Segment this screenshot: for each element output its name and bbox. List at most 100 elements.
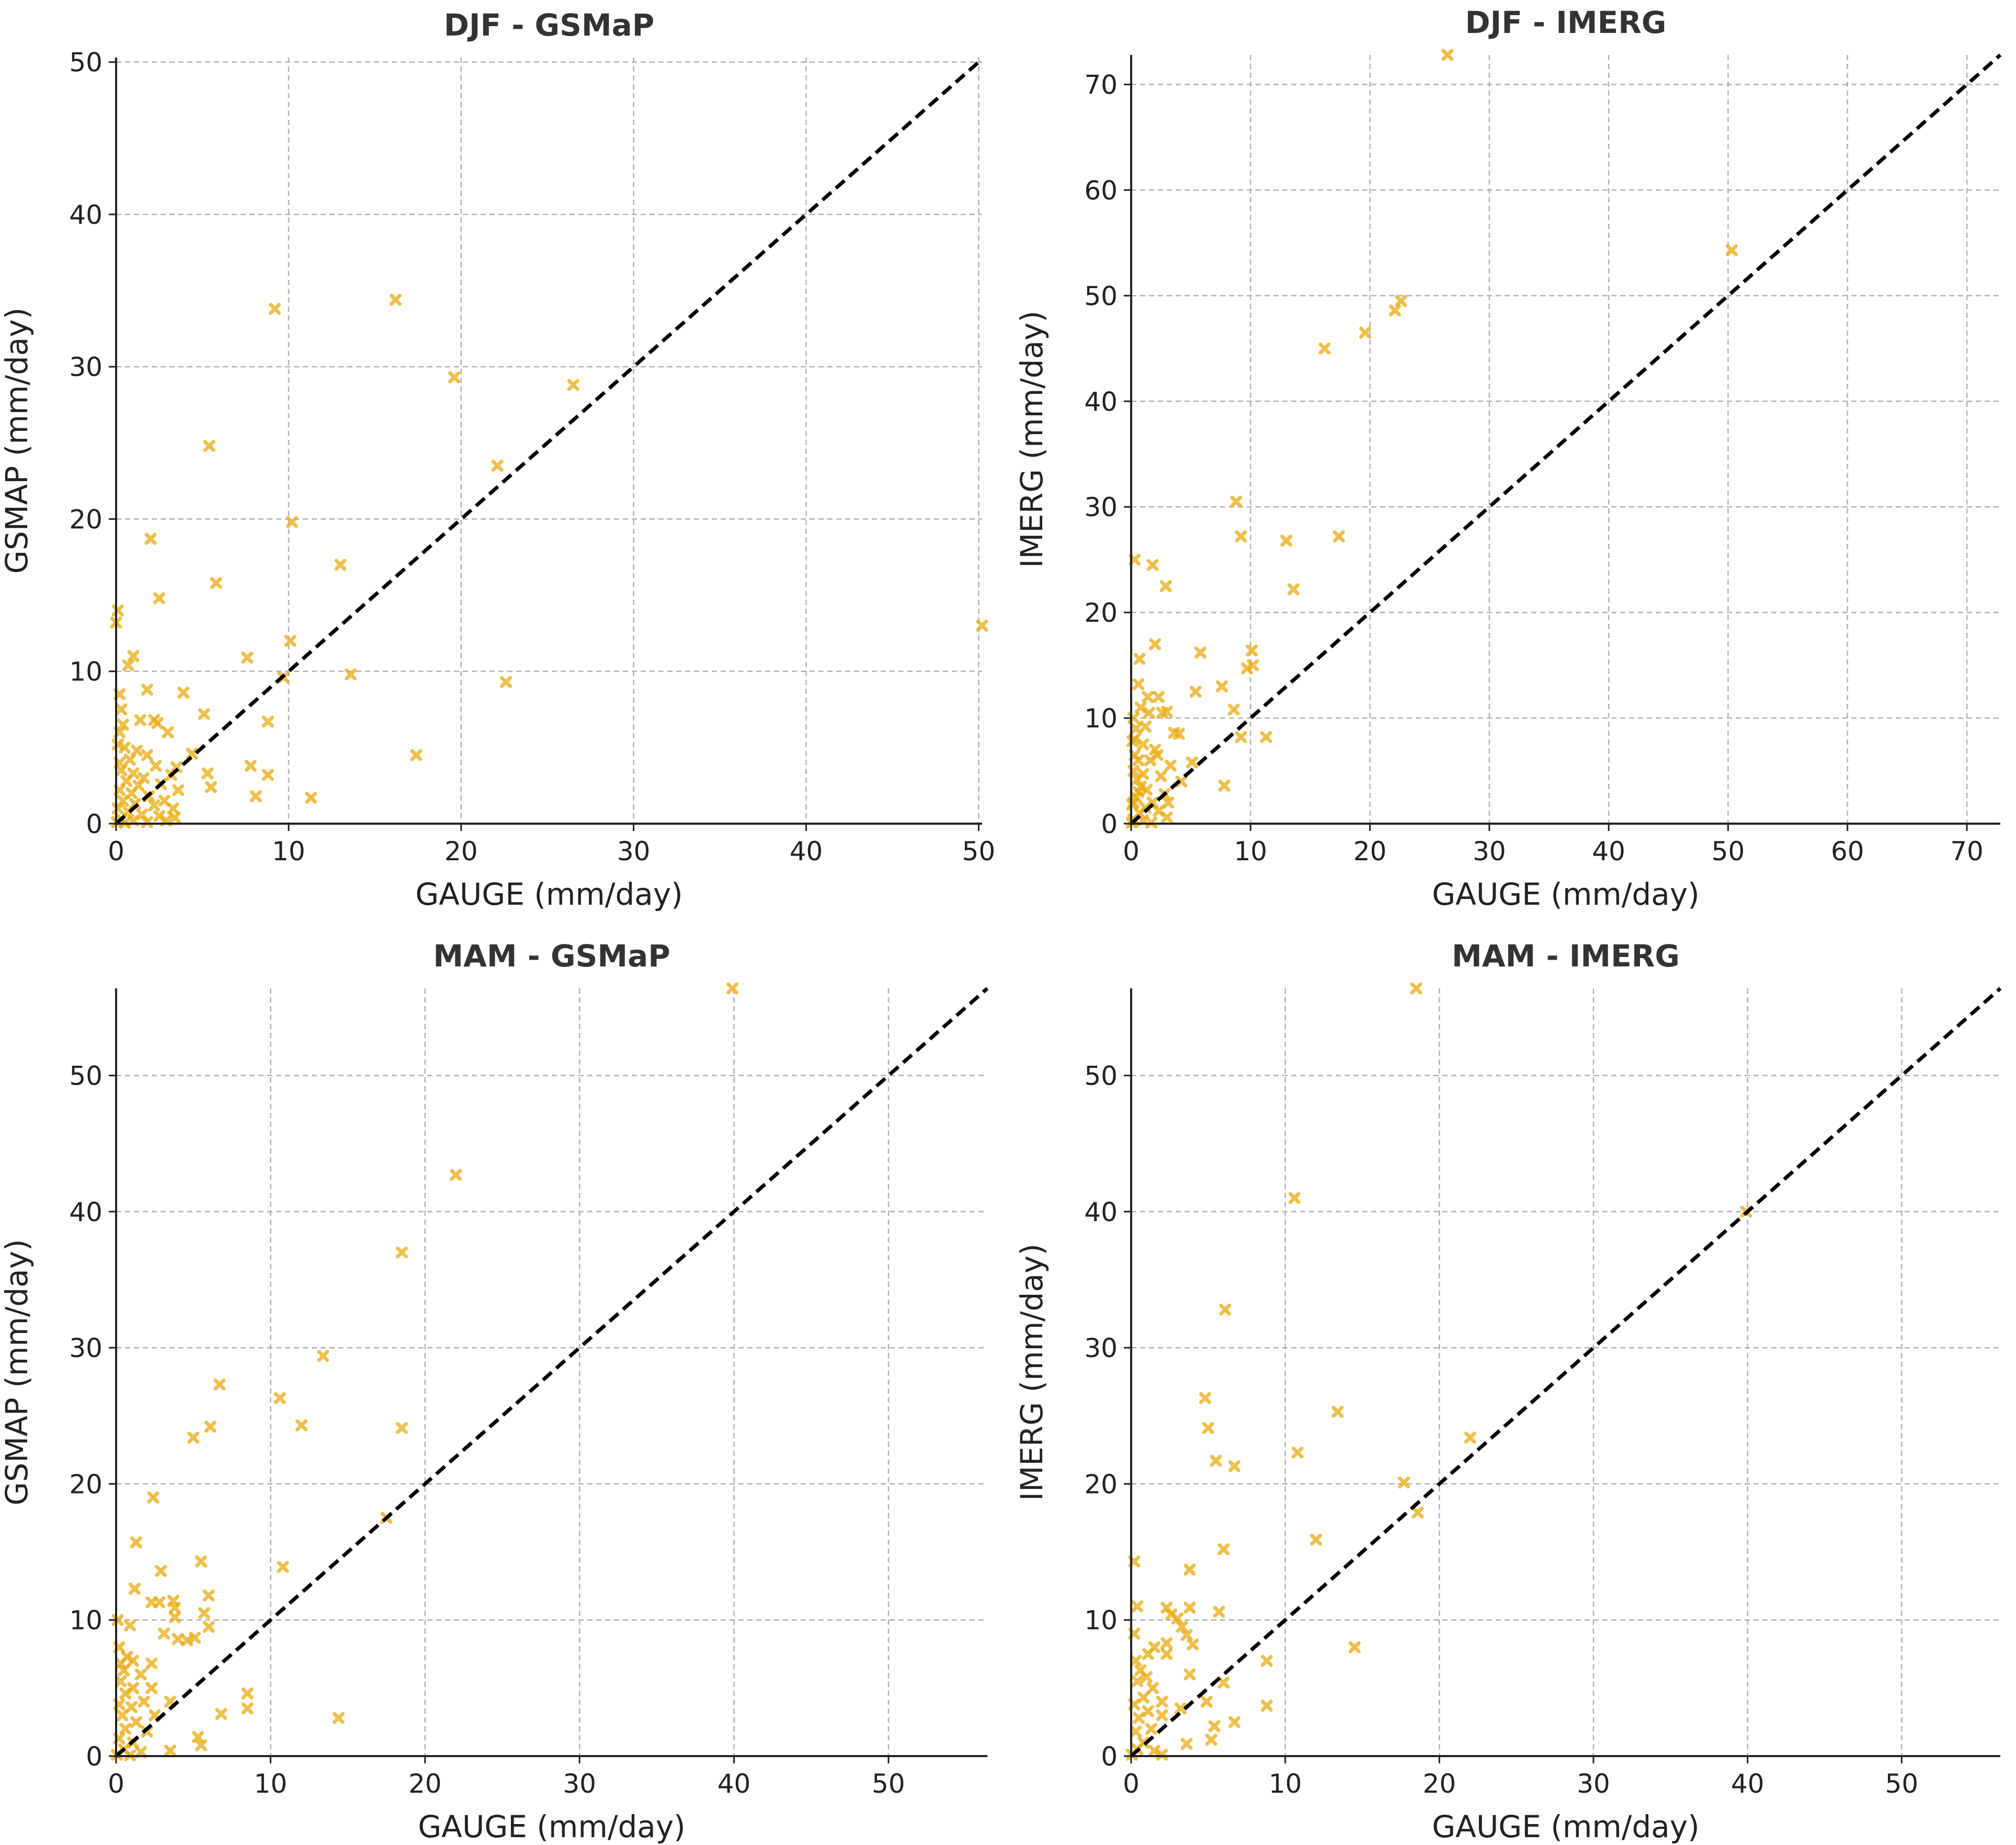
data-point bbox=[111, 604, 124, 617]
data-point bbox=[1208, 1720, 1221, 1733]
data-point bbox=[192, 1731, 204, 1744]
data-point bbox=[1228, 1460, 1240, 1473]
y-tick-label: 10 bbox=[69, 1605, 102, 1636]
data-point bbox=[118, 741, 131, 754]
chart-title: MAM - GSMaP bbox=[433, 938, 670, 974]
data-point bbox=[1156, 1748, 1168, 1761]
data-point bbox=[164, 1745, 176, 1757]
y-tick-label: 0 bbox=[1101, 809, 1118, 839]
data-point bbox=[195, 1739, 207, 1751]
data-point bbox=[317, 1350, 329, 1362]
data-point bbox=[1160, 1637, 1173, 1649]
data-point bbox=[141, 749, 153, 761]
data-point bbox=[1132, 678, 1145, 690]
data-point bbox=[1205, 1734, 1217, 1746]
data-point bbox=[1287, 583, 1300, 596]
data-point bbox=[1187, 1638, 1199, 1651]
data-point bbox=[120, 775, 133, 787]
x-axis-label: GAUGE (mm/day) bbox=[1432, 1809, 1700, 1844]
x-tick-label: 20 bbox=[408, 1769, 442, 1799]
data-point bbox=[1213, 1605, 1225, 1618]
data-point bbox=[1146, 1682, 1159, 1694]
data-point bbox=[1246, 644, 1258, 657]
x-tick-label: 40 bbox=[717, 1769, 751, 1799]
data-point bbox=[1310, 1533, 1323, 1546]
data-point bbox=[198, 708, 210, 720]
mam-gsmap-panel: 0 10 20 30 40 50 0 10 20 30 40 50 MAM - GSMaP GAUGE (… bbox=[0, 938, 989, 1844]
data-point bbox=[241, 1687, 254, 1700]
data-point bbox=[198, 1607, 210, 1620]
data-point bbox=[145, 1657, 158, 1670]
data-point bbox=[177, 687, 190, 699]
data-point bbox=[261, 769, 274, 781]
data-point bbox=[1186, 756, 1198, 769]
y-tick-label: 50 bbox=[69, 48, 102, 78]
data-point bbox=[1137, 1691, 1150, 1704]
data-point bbox=[1218, 779, 1231, 792]
data-point bbox=[1464, 1431, 1476, 1444]
y-tick-label: 50 bbox=[1084, 281, 1118, 311]
data-point bbox=[147, 1491, 160, 1504]
data-point bbox=[1227, 703, 1240, 716]
data-point bbox=[1131, 1675, 1144, 1688]
data-point bbox=[1411, 1506, 1424, 1519]
data-point bbox=[1131, 773, 1143, 785]
y-tick-label: 20 bbox=[1084, 598, 1118, 628]
x-axis-label: GAUGE (mm/day) bbox=[1432, 876, 1700, 912]
y-tick-label: 50 bbox=[69, 1061, 102, 1091]
data-point bbox=[1291, 1447, 1304, 1459]
y-tick-label: 20 bbox=[69, 1469, 102, 1499]
data-point bbox=[126, 1701, 138, 1713]
x-tick-label: 20 bbox=[1423, 1769, 1456, 1799]
data-point bbox=[1155, 770, 1167, 782]
data-point bbox=[1142, 1648, 1154, 1660]
data-point bbox=[1160, 811, 1173, 824]
data-point bbox=[1199, 1392, 1211, 1404]
y-tick-label: 0 bbox=[86, 1741, 102, 1772]
y-tick-label: 30 bbox=[69, 1333, 102, 1363]
data-point bbox=[1410, 982, 1422, 995]
data-point bbox=[127, 650, 140, 663]
data-point bbox=[1260, 731, 1272, 743]
y-tick-label: 20 bbox=[69, 504, 102, 534]
y-tick-label: 40 bbox=[69, 1197, 102, 1227]
data-point bbox=[410, 749, 423, 761]
data-point bbox=[1142, 691, 1154, 703]
data-point bbox=[1183, 1563, 1196, 1576]
data-point bbox=[117, 719, 129, 731]
data-point bbox=[1202, 1422, 1214, 1434]
data-point bbox=[134, 714, 146, 726]
data-point bbox=[155, 1565, 167, 1577]
djf-gsmap-panel: 0 10 20 30 40 50 0 10 20 30 40 50 DJF - GSMaP GAUGE (… bbox=[0, 7, 995, 912]
data-point bbox=[1172, 727, 1185, 740]
data-point bbox=[172, 1633, 184, 1645]
data-point bbox=[1217, 1543, 1230, 1555]
data-point bbox=[213, 1378, 226, 1391]
chart-title: MAM - IMERG bbox=[1452, 938, 1680, 974]
data-point bbox=[130, 1716, 142, 1728]
data-point bbox=[1148, 1745, 1160, 1757]
data-point bbox=[153, 592, 165, 605]
x-tick-label: 0 bbox=[1123, 1769, 1140, 1799]
data-point bbox=[1176, 1621, 1188, 1633]
data-point bbox=[124, 1619, 136, 1632]
data-point bbox=[1318, 342, 1331, 355]
data-point bbox=[1235, 530, 1247, 543]
data-point bbox=[1130, 722, 1142, 735]
mam-imerg-panel: 0 10 20 30 40 50 0 10 20 30 40 50 MAM - IMERG GAUGE (… bbox=[1014, 938, 2002, 1844]
data-point bbox=[1137, 738, 1149, 751]
data-point bbox=[202, 1589, 215, 1602]
data-point bbox=[1130, 1725, 1142, 1738]
data-point bbox=[567, 379, 579, 391]
x-tick-label: 50 bbox=[872, 1769, 905, 1799]
data-point bbox=[215, 1707, 227, 1720]
data-point bbox=[1180, 1628, 1193, 1641]
y-tick-label: 50 bbox=[1084, 1061, 1118, 1091]
data-point bbox=[1145, 816, 1158, 829]
data-point bbox=[201, 767, 214, 780]
y-tick-label: 0 bbox=[1101, 1741, 1118, 1772]
x-tick-label: 20 bbox=[1353, 836, 1387, 867]
data-point bbox=[1133, 1712, 1145, 1724]
data-point bbox=[284, 635, 297, 647]
